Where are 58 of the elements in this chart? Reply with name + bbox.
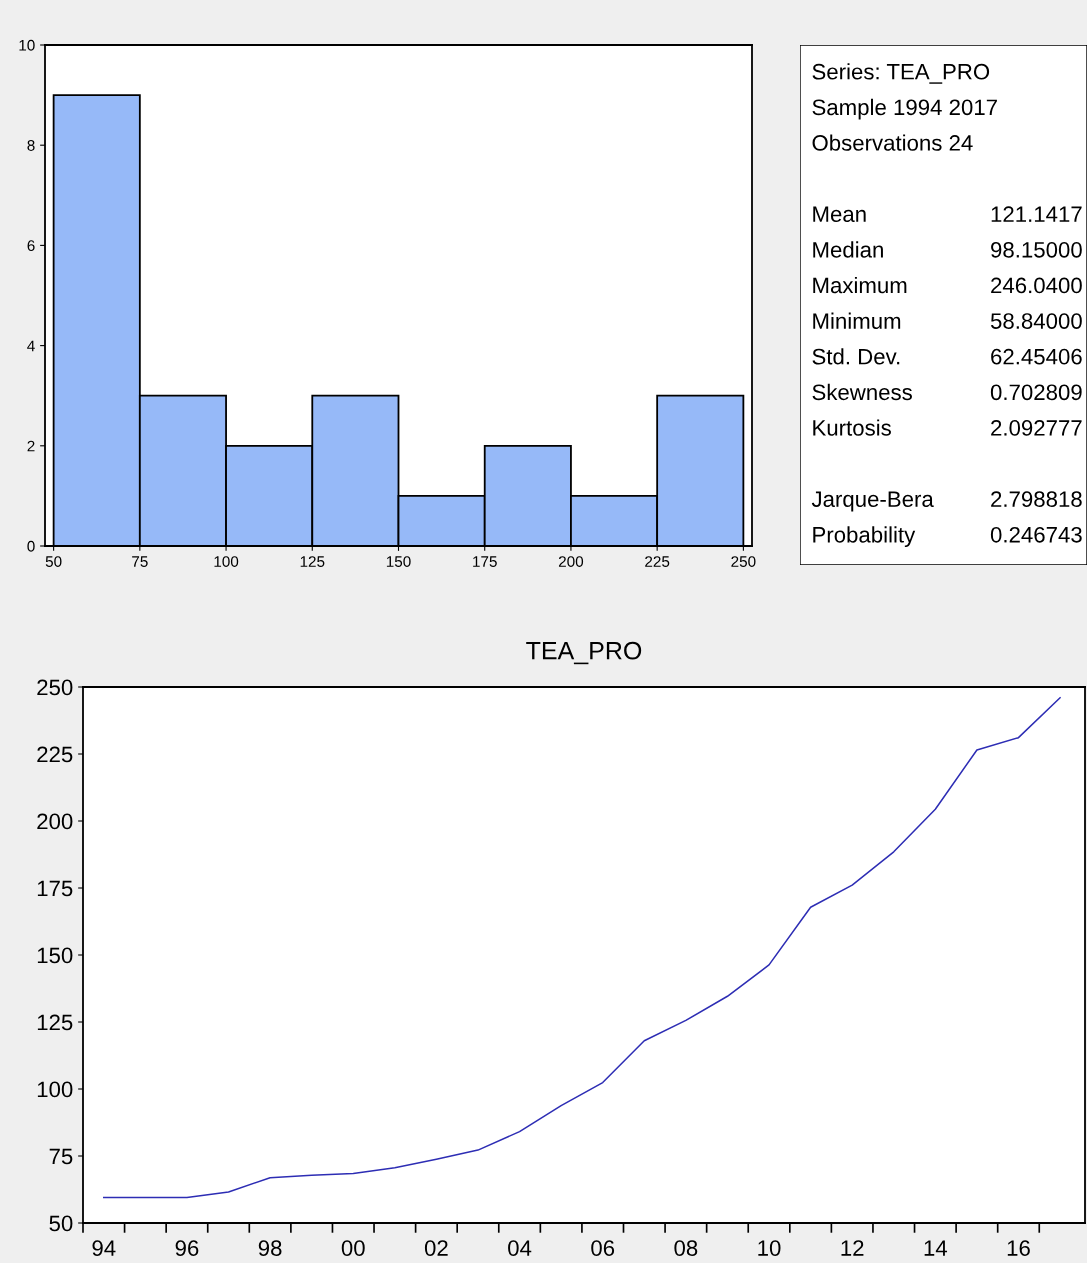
category-label: Skewness [812,383,912,401]
x-tick-label: 06 [591,1240,615,1256]
data-label: 246.0400 [991,277,1082,294]
category-label: Minimum [813,312,901,329]
text: Observations 24 [812,134,973,151]
y-tick-label: 50 [49,1215,73,1232]
y-tick-label: 175 [37,880,73,897]
text: Series: TEA_PRO [812,63,990,84]
y-tick-label: 75 [49,1148,73,1165]
x-tick-label: 200 [558,556,584,567]
category-label: Jarque-Bera [811,491,934,512]
x-tick-label: 14 [924,1240,948,1256]
x-tick-label: 125 [300,556,325,567]
category-label: Probability [813,526,916,548]
x-tick-label: 00 [341,1240,365,1256]
y-tick-label: 8 [27,140,35,151]
y-tick-label: 100 [37,1081,73,1098]
x-tick-label: 04 [508,1240,532,1256]
x-tick-label: 75 [132,556,148,567]
x-tick-label: 175 [473,556,497,567]
x-tick-label: 96 [175,1240,199,1256]
data-label: 58.84000 [990,313,1082,329]
x-tick-label: 150 [386,556,411,567]
y-tick-label: 225 [37,746,73,763]
y-tick-label: 0 [27,540,35,552]
data-label: 0.702809 [990,384,1082,401]
x-tick-label: 02 [424,1240,448,1256]
y-tick-label: 6 [27,240,35,252]
y-tick-label: 2 [27,440,35,452]
x-tick-label: 12 [841,1240,864,1256]
x-tick-label: 98 [258,1240,282,1256]
x-tick-label: 10 [758,1240,781,1256]
data-label: 0.246743 [990,526,1082,543]
category-label: Std. Dev. [812,348,900,365]
x-tick-label: 250 [731,556,756,567]
y-tick-label: 10 [19,39,35,51]
category-label: Median [813,241,883,258]
data-label: 98.15000 [991,241,1082,258]
category-label: Kurtosis [813,419,891,436]
y-tick-label: 150 [37,947,73,964]
x-tick-label: 225 [645,556,670,567]
data-label: 62.45406 [991,348,1082,365]
data-label: 2.092777 [991,420,1082,436]
x-tick-label: 100 [214,556,239,567]
category-label: Maximum [813,276,907,294]
category-label: Mean [813,206,866,223]
y-tick-label: 4 [27,340,35,352]
chart-title: TEA_PRO [526,641,642,665]
data-label: 2.798818 [991,491,1082,508]
y-tick-label: 125 [37,1014,73,1031]
y-tick-label: 250 [37,679,73,696]
data-label: 121.1417 [991,206,1082,222]
x-tick-label: 94 [92,1240,116,1256]
y-tick-label: 200 [37,813,73,830]
x-tick-label: 08 [674,1240,698,1256]
text: Sample 1994 2017 [812,98,997,120]
x-tick-label: 16 [1007,1240,1030,1256]
line-series [103,696,1061,1199]
